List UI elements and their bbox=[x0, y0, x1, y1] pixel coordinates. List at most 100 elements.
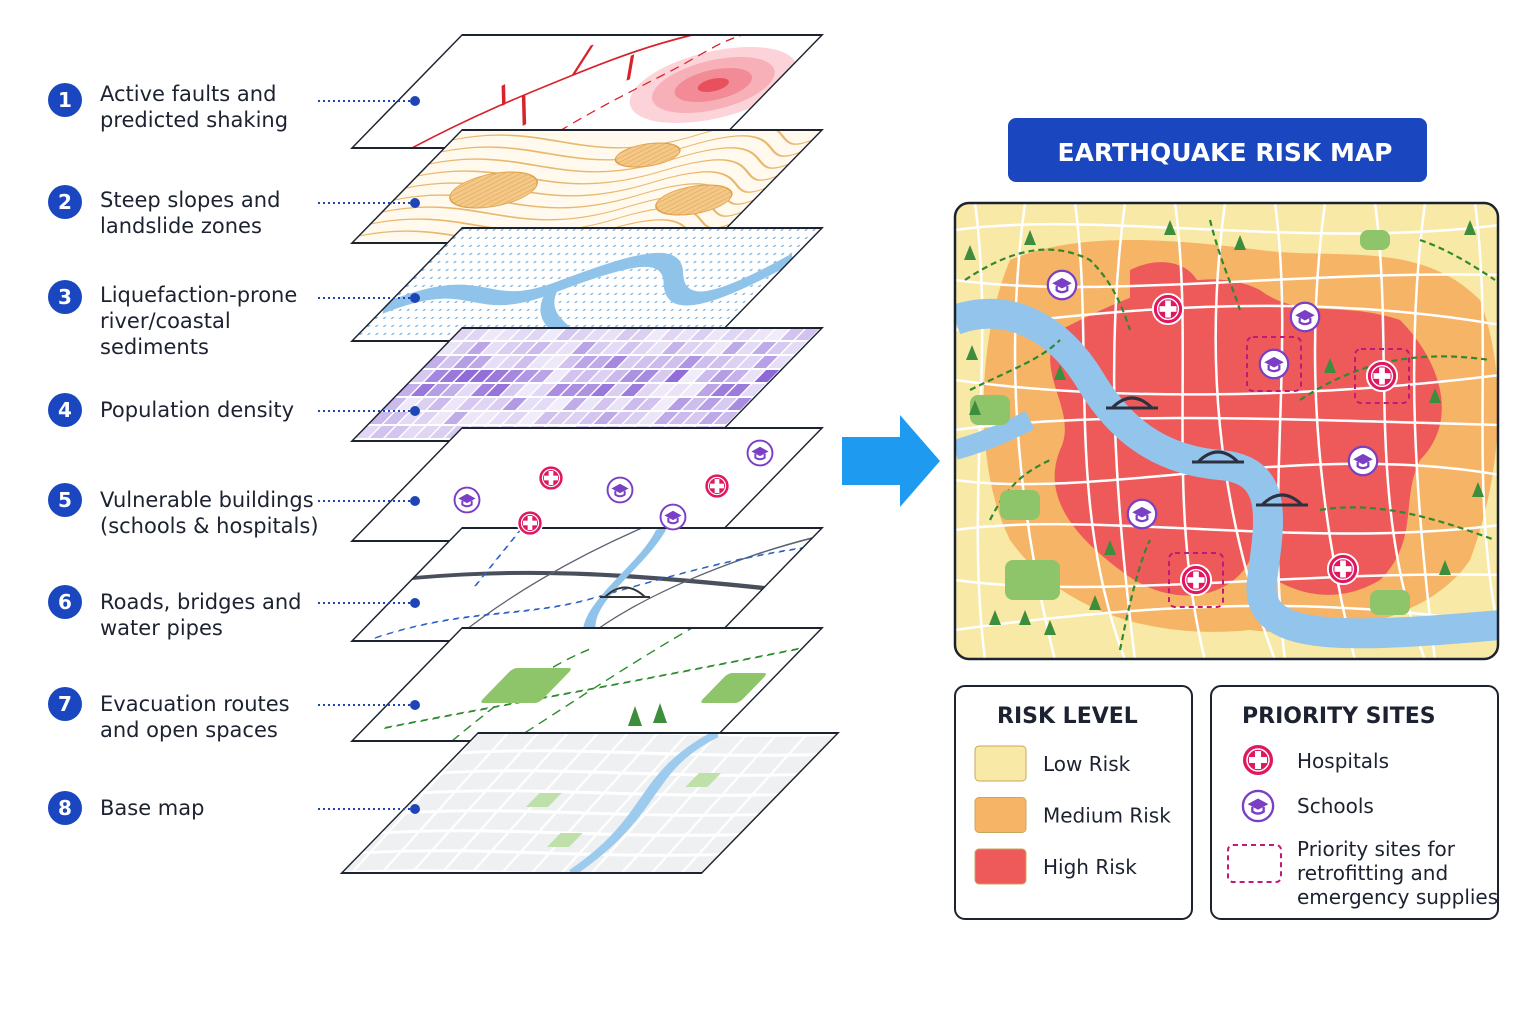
tree bbox=[1464, 220, 1476, 235]
density-cell bbox=[691, 342, 717, 354]
open-space bbox=[970, 395, 1010, 425]
label-line: Liquefaction-prone bbox=[100, 283, 297, 307]
density-cell bbox=[615, 328, 640, 340]
density-cell bbox=[570, 328, 595, 340]
connector-dot bbox=[410, 406, 420, 416]
school-icon bbox=[659, 503, 687, 531]
density-cell bbox=[766, 342, 792, 354]
density-cell bbox=[469, 370, 495, 382]
map-title-box bbox=[1008, 118, 1427, 182]
river bbox=[382, 252, 795, 314]
label-line: Priority sites for bbox=[1297, 837, 1456, 861]
evac-route bbox=[964, 219, 1496, 651]
base-road bbox=[350, 733, 480, 873]
density-cell bbox=[780, 328, 805, 340]
density-cell bbox=[592, 398, 617, 410]
base-road bbox=[680, 733, 810, 873]
density-cell bbox=[620, 384, 646, 396]
arrow bbox=[842, 415, 940, 507]
density-cell bbox=[480, 328, 505, 340]
tree bbox=[1439, 560, 1451, 575]
density-cell bbox=[438, 356, 463, 368]
landslide-zone bbox=[449, 171, 538, 209]
open-space bbox=[1370, 590, 1410, 615]
density-cell bbox=[558, 356, 583, 368]
density-cell bbox=[723, 356, 748, 368]
river bbox=[568, 733, 719, 873]
density-cell bbox=[667, 398, 692, 410]
density-cell bbox=[634, 370, 660, 382]
base-road bbox=[437, 769, 838, 777]
density-cell bbox=[466, 342, 492, 354]
road bbox=[411, 570, 766, 590]
density-cell bbox=[668, 412, 694, 424]
density-cell bbox=[765, 328, 790, 340]
density-cell bbox=[457, 398, 482, 410]
density-cell bbox=[739, 370, 765, 382]
river bbox=[955, 298, 1498, 649]
density-cell bbox=[678, 356, 703, 368]
density-cell bbox=[543, 356, 568, 368]
label-line: Active faults and bbox=[100, 82, 276, 106]
risk-map bbox=[955, 203, 1498, 659]
density-cell bbox=[559, 370, 585, 382]
school-icon bbox=[606, 476, 634, 504]
hospital-icon bbox=[703, 472, 731, 500]
map-layer bbox=[350, 227, 824, 342]
road bbox=[955, 522, 1498, 535]
road bbox=[955, 373, 1498, 396]
layer-content bbox=[351, 130, 822, 243]
hospital-icon bbox=[1326, 552, 1360, 586]
hospital-icon bbox=[1151, 292, 1185, 326]
density-cell bbox=[795, 328, 820, 340]
park bbox=[525, 793, 562, 807]
density-cell bbox=[439, 370, 465, 382]
open-space bbox=[701, 673, 766, 703]
density-cell bbox=[440, 384, 466, 396]
connector-dot bbox=[410, 598, 420, 608]
risk-swatch bbox=[974, 745, 1027, 782]
density-cell bbox=[652, 398, 677, 410]
density-cell bbox=[619, 370, 645, 382]
base-road bbox=[380, 733, 510, 873]
density-cell bbox=[623, 412, 649, 424]
base-road bbox=[500, 733, 630, 873]
density-cell bbox=[499, 370, 525, 382]
density-cell bbox=[605, 384, 631, 396]
base-road bbox=[650, 733, 780, 873]
tree bbox=[1054, 365, 1066, 380]
fault-line bbox=[521, 94, 527, 126]
tree bbox=[1164, 220, 1176, 235]
risk-legend-title: RISK LEVEL bbox=[997, 704, 1138, 729]
layer-label: Population density bbox=[100, 398, 294, 422]
density-cell bbox=[436, 342, 462, 354]
layer-label: Evacuation routes and open spaces bbox=[100, 692, 290, 742]
density-cell bbox=[694, 370, 720, 382]
density-cell bbox=[368, 412, 394, 424]
step-badge bbox=[48, 280, 82, 314]
step-badge bbox=[48, 687, 82, 721]
label-line: Schools bbox=[1297, 794, 1374, 818]
fault-line bbox=[411, 35, 693, 148]
density-cell bbox=[710, 384, 736, 396]
connector-dot bbox=[410, 293, 420, 303]
density-cell bbox=[601, 342, 627, 354]
density-cell bbox=[653, 412, 679, 424]
density-cell bbox=[453, 356, 478, 368]
density-cell bbox=[768, 356, 793, 368]
contour-line bbox=[451, 130, 813, 149]
map-frame bbox=[953, 201, 1500, 661]
step-badge bbox=[48, 83, 82, 117]
tree bbox=[1324, 358, 1336, 373]
risk-label: Low Risk bbox=[1043, 752, 1131, 776]
density-cell bbox=[577, 398, 602, 410]
density-cell bbox=[637, 398, 662, 410]
road bbox=[955, 222, 1498, 235]
density-cell bbox=[618, 356, 643, 368]
school-icon bbox=[453, 486, 481, 514]
priority-label: Priority sites for retrofitting and emerge… bbox=[1297, 837, 1498, 909]
step-number: 7 bbox=[58, 692, 72, 716]
tree bbox=[1024, 230, 1036, 245]
priority-box bbox=[1246, 336, 1302, 392]
connector-dot bbox=[410, 96, 420, 106]
